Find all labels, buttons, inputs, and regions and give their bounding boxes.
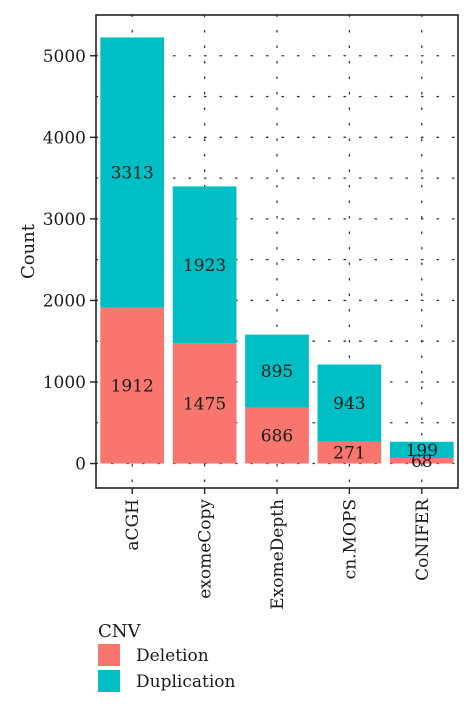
- y-tick-label: 2000: [43, 291, 86, 311]
- data-label-duplication: 943: [333, 394, 365, 414]
- y-axis-ticks: 0 1000 2000 3000 4000 5000: [43, 47, 96, 475]
- bar-deletion-cn.MOPS: [317, 441, 382, 464]
- bar-deletion-exomeCopy: [172, 343, 237, 464]
- y-tick-label: 3000: [43, 210, 86, 230]
- y-tick-label: 5000: [43, 47, 86, 67]
- y-tick-label: 1000: [43, 373, 86, 393]
- data-label-duplication: 1923: [183, 256, 226, 276]
- x-tick-label: ExomeDepth: [268, 499, 288, 610]
- bar-duplication-exomeCopy: [172, 186, 237, 344]
- legend: CNV Deletion Duplication: [98, 621, 235, 692]
- data-label-duplication: 895: [261, 362, 293, 382]
- x-tick-label: aCGH: [123, 499, 143, 551]
- bars: [100, 37, 454, 464]
- legend-key-duplication: [98, 670, 120, 692]
- bar-duplication-ExomeDepth: [245, 334, 309, 408]
- bar-deletion-aCGH: [100, 307, 165, 464]
- data-label-deletion: 1475: [183, 394, 226, 414]
- bar-deletion-ExomeDepth: [245, 407, 309, 464]
- legend-key-deletion: [98, 644, 120, 666]
- bar-duplication-aCGH: [100, 37, 165, 308]
- data-label-deletion: 68: [411, 452, 433, 472]
- bar-duplication-cn.MOPS: [317, 364, 382, 442]
- x-axis-ticks: aCGH exomeCopy ExomeDepth cn.MOPS CoNIFER: [123, 488, 433, 610]
- x-tick-label: CoNIFER: [413, 498, 433, 581]
- bar-duplication-CoNIFER: [389, 441, 454, 458]
- data-label-deletion: 271: [333, 443, 365, 463]
- data-label-deletion: 1912: [111, 377, 154, 397]
- legend-label-duplication: Duplication: [136, 672, 235, 692]
- y-tick-label: 0: [75, 455, 86, 475]
- data-label-duplication: 199: [406, 441, 438, 461]
- y-axis-title: Count: [18, 223, 39, 279]
- legend-label-deletion: Deletion: [136, 646, 209, 666]
- data-label-duplication: 3313: [111, 164, 154, 184]
- x-tick-label: cn.MOPS: [340, 499, 360, 579]
- y-tick-label: 4000: [43, 128, 86, 148]
- x-tick-label: exomeCopy: [196, 499, 216, 599]
- legend-title: CNV: [98, 621, 142, 642]
- bar-deletion-CoNIFER: [389, 457, 454, 464]
- data-label-deletion: 686: [261, 427, 293, 447]
